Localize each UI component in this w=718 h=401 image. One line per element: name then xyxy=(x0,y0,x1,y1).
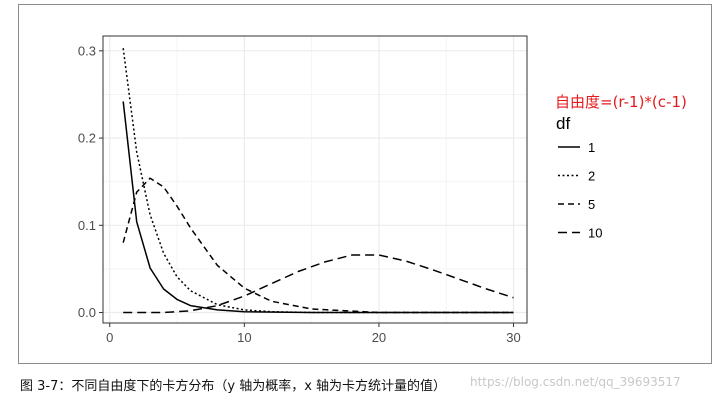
degrees-of-freedom-annotation: 自由度=(r-1)*(c-1) xyxy=(555,93,687,111)
x-tick-label: 0 xyxy=(106,330,113,345)
x-tick-label: 10 xyxy=(237,330,251,345)
legend: df 1 2 5 10 xyxy=(556,114,602,241)
axes: 0 10 20 30 0.0 0.1 0.2 0.3 xyxy=(78,43,521,345)
watermark-text: https://blog.csdn.net/qq_39693517 xyxy=(470,375,681,389)
legend-label-df-5: 5 xyxy=(588,197,595,212)
legend-label-df-10: 10 xyxy=(588,226,602,241)
y-tick-label: 0.1 xyxy=(78,218,96,233)
y-tick-label: 0.2 xyxy=(78,131,96,146)
x-tick-label: 30 xyxy=(506,330,520,345)
x-tick-label: 20 xyxy=(372,330,386,345)
series-line-df-5 xyxy=(122,177,514,314)
legend-title: df xyxy=(556,114,570,133)
series-line-df-10 xyxy=(123,254,514,314)
y-tick-label: 0.0 xyxy=(78,305,96,320)
plot-panel-border xyxy=(102,35,528,324)
plot-panel-background xyxy=(103,36,527,323)
y-tick-label: 0.3 xyxy=(78,43,96,58)
figure-caption: 图 3-7：不同自由度下的卡方分布（y 轴为概率，x 轴为卡方统计量的值） xyxy=(20,379,447,394)
series-lines xyxy=(122,48,514,314)
grid-lines xyxy=(103,36,527,323)
legend-label-df-2: 2 xyxy=(588,169,595,184)
legend-label-df-1: 1 xyxy=(588,140,595,155)
